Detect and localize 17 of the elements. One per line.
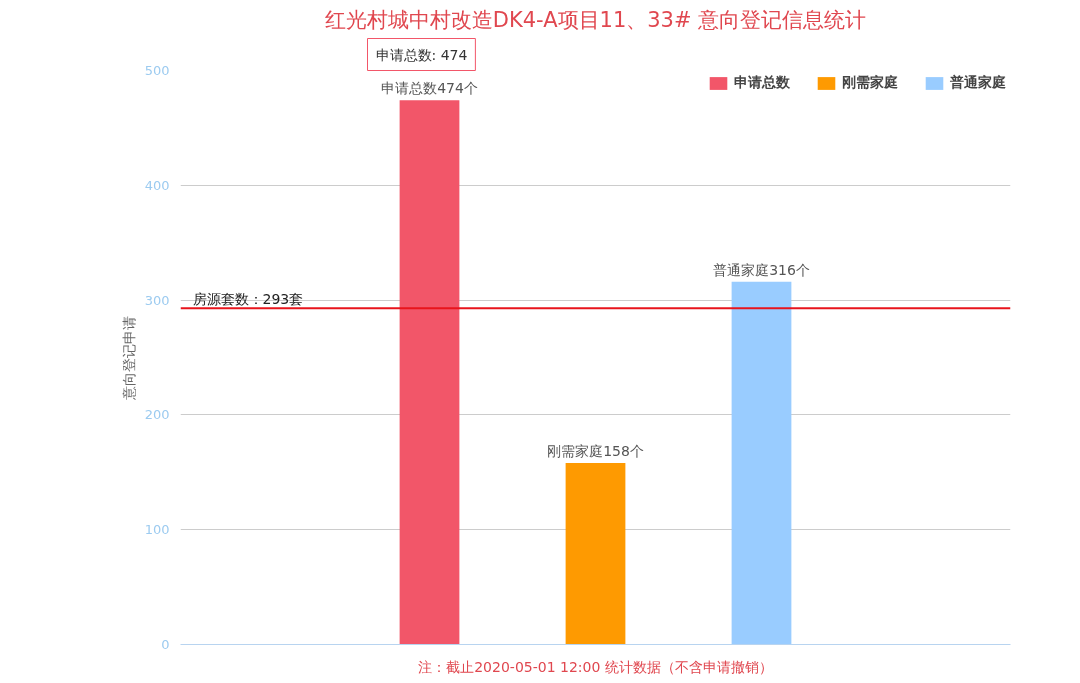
data-label: 刚需家庭158个: [547, 443, 644, 460]
text: 注：截止2020-05-01 12:00 统计数据（不含申请撤销）: [418, 658, 773, 675]
annotation: 申请总数: 474: [375, 46, 468, 63]
y-tick-label: 400: [144, 177, 170, 193]
y-axis-title: 意向登记申请: [120, 315, 137, 401]
data-label: 普通家庭316个: [713, 261, 810, 278]
y-tick-label: 100: [144, 522, 170, 538]
data-label: 申请总数474个: [381, 80, 478, 97]
legend-label: 申请总数: [734, 74, 790, 92]
y-tick-label: 500: [144, 63, 170, 78]
y-tick-label: 300: [144, 292, 170, 308]
y-tick-label: 200: [144, 407, 170, 423]
legend-label: 刚需家庭: [842, 74, 898, 92]
chart-title: 红光村城中村改造DK4-A项目11、33# 意向登记信息统计: [324, 7, 867, 32]
legend-label: 普通家庭: [950, 74, 1006, 92]
y-tick-label: 0: [161, 637, 170, 652]
ref-line-label: 房源套数：293套: [192, 291, 304, 308]
